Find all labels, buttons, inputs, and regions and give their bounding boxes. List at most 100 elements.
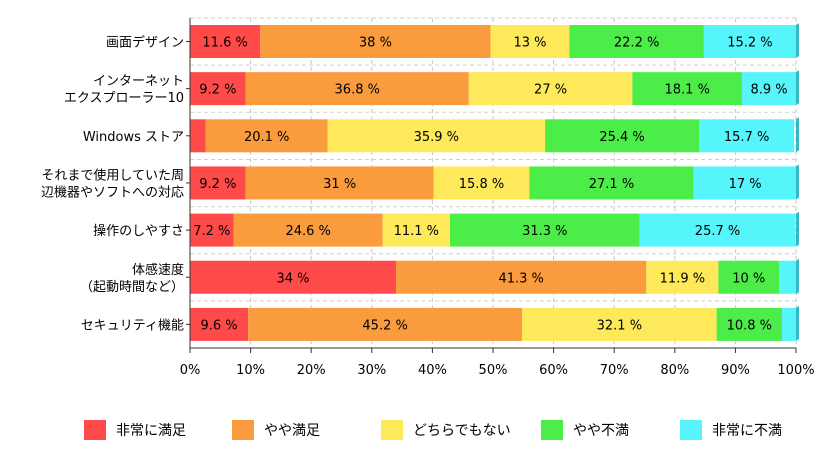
bar-segment [190, 72, 246, 106]
category-label: 操作のしやすさ [93, 223, 184, 239]
bar-segment [693, 166, 797, 200]
legend-swatch [232, 420, 254, 440]
legend-swatch [381, 420, 403, 440]
bar-segment [468, 72, 633, 106]
data-label: 32.1 % [597, 318, 642, 333]
bar-end-cap [796, 23, 799, 58]
x-tick-label: 40% [418, 363, 447, 378]
data-label: 15.8 % [459, 177, 504, 192]
bar-segment [639, 213, 796, 247]
x-tick-label: 70% [600, 363, 629, 378]
data-label: 25.7 % [695, 224, 740, 239]
bar-segment [190, 166, 246, 200]
data-label: 35.9 % [414, 130, 459, 145]
legend-item-very-dissatisfied: 非常に不満 [680, 418, 782, 442]
category-label: 辺機器やソフトへの対応 [41, 185, 184, 200]
bar-segment [529, 166, 694, 200]
category-label: 画面デザイン [106, 35, 184, 51]
x-tick-label: 80% [660, 363, 689, 378]
data-label: 15.7 % [724, 130, 769, 145]
bar-segment [782, 307, 796, 341]
data-label: 22.2 % [614, 36, 659, 51]
legend-item-neutral: どちらでもない [381, 418, 511, 442]
legend-label: 非常に満足 [116, 423, 186, 439]
data-label: 11.1 % [394, 224, 439, 239]
legend-item-somewhat-satisfied: やや満足 [232, 418, 320, 442]
data-label: 34 % [277, 271, 310, 286]
bar-segment [490, 25, 570, 58]
data-label: 36.8 % [335, 83, 380, 98]
data-label: 27 % [534, 83, 567, 98]
data-label: 11.9 % [660, 271, 705, 286]
bar-segment [190, 213, 234, 247]
data-label: 10.8 % [727, 318, 772, 333]
x-tick-label: 0% [180, 363, 201, 378]
bar-segment [190, 307, 249, 341]
data-label: 20.1 % [244, 130, 289, 145]
data-label: 31.3 % [522, 224, 567, 239]
bar-segment [742, 72, 796, 106]
bar-segment [699, 119, 795, 153]
bar-segment [433, 166, 530, 200]
legend-swatch [680, 420, 702, 440]
x-tick-label: 30% [357, 363, 386, 378]
x-tick-label: 90% [721, 363, 750, 378]
legend-swatch [541, 420, 563, 440]
legend-label: 非常に不満 [712, 423, 782, 439]
bar-segment [646, 260, 719, 294]
x-tick-label: 50% [479, 363, 508, 378]
legend-swatch [84, 420, 106, 440]
x-tick-label: 60% [539, 363, 568, 378]
data-label: 38 % [359, 36, 392, 51]
x-tick-label: 10% [236, 363, 265, 378]
bar-segment [779, 260, 799, 294]
bar-segment [569, 25, 704, 58]
bar-segment [190, 25, 261, 58]
data-label: 7.2 % [193, 224, 230, 239]
data-label: 25.4 % [599, 130, 644, 145]
bar-segment [396, 260, 647, 294]
bar-segment [233, 213, 383, 247]
bar-segment [716, 307, 783, 341]
bar-segment [545, 119, 700, 153]
category-label: それまで使用していた周 [41, 167, 184, 183]
bar-end-cap [796, 305, 799, 341]
bar-segment [260, 25, 491, 58]
data-label: 17 % [729, 177, 762, 192]
data-label: 13 % [513, 36, 546, 51]
category-label: インターネット [93, 74, 184, 89]
data-label: 9.2 % [199, 83, 236, 98]
legend-label: どちらでもない [413, 423, 511, 439]
bar-segment [248, 307, 523, 341]
bar-end-cap [796, 258, 799, 294]
legend: 非常に満足 やや満足 どちらでもない やや不満 非常に不満 [84, 418, 804, 448]
bar-end-cap [796, 70, 799, 106]
category-label: セキュリティ機能 [81, 318, 184, 333]
data-label: 10 % [732, 271, 765, 286]
x-tick-label: 20% [297, 363, 326, 378]
legend-item-very-satisfied: 非常に満足 [84, 418, 186, 442]
bar-segment [703, 25, 796, 58]
data-label: 24.6 % [285, 224, 330, 239]
data-label: 31 % [323, 177, 356, 192]
legend-item-somewhat-dissatisfied: やや不満 [541, 418, 629, 442]
bar-segment [205, 119, 328, 153]
data-label: 9.6 % [201, 318, 238, 333]
data-label: 18.1 % [665, 83, 710, 98]
data-label: 15.2 % [727, 36, 772, 51]
bar-segment [245, 72, 469, 106]
bar-end-cap [796, 211, 799, 247]
bar-segment [327, 119, 546, 153]
bar-segment [522, 307, 717, 341]
category-label: 体感速度 [132, 262, 184, 278]
bar-segment [245, 166, 434, 200]
category-label: Windows ストア [83, 130, 184, 145]
category-label: （起動時間など） [80, 280, 184, 295]
bar-segment [382, 213, 450, 247]
bar-end-cap [796, 117, 799, 153]
bar-segment [449, 213, 640, 247]
data-label: 8.9 % [750, 83, 787, 98]
bar-segment [632, 72, 743, 106]
data-label: 41.3 % [498, 271, 543, 286]
legend-label: やや不満 [573, 423, 629, 439]
